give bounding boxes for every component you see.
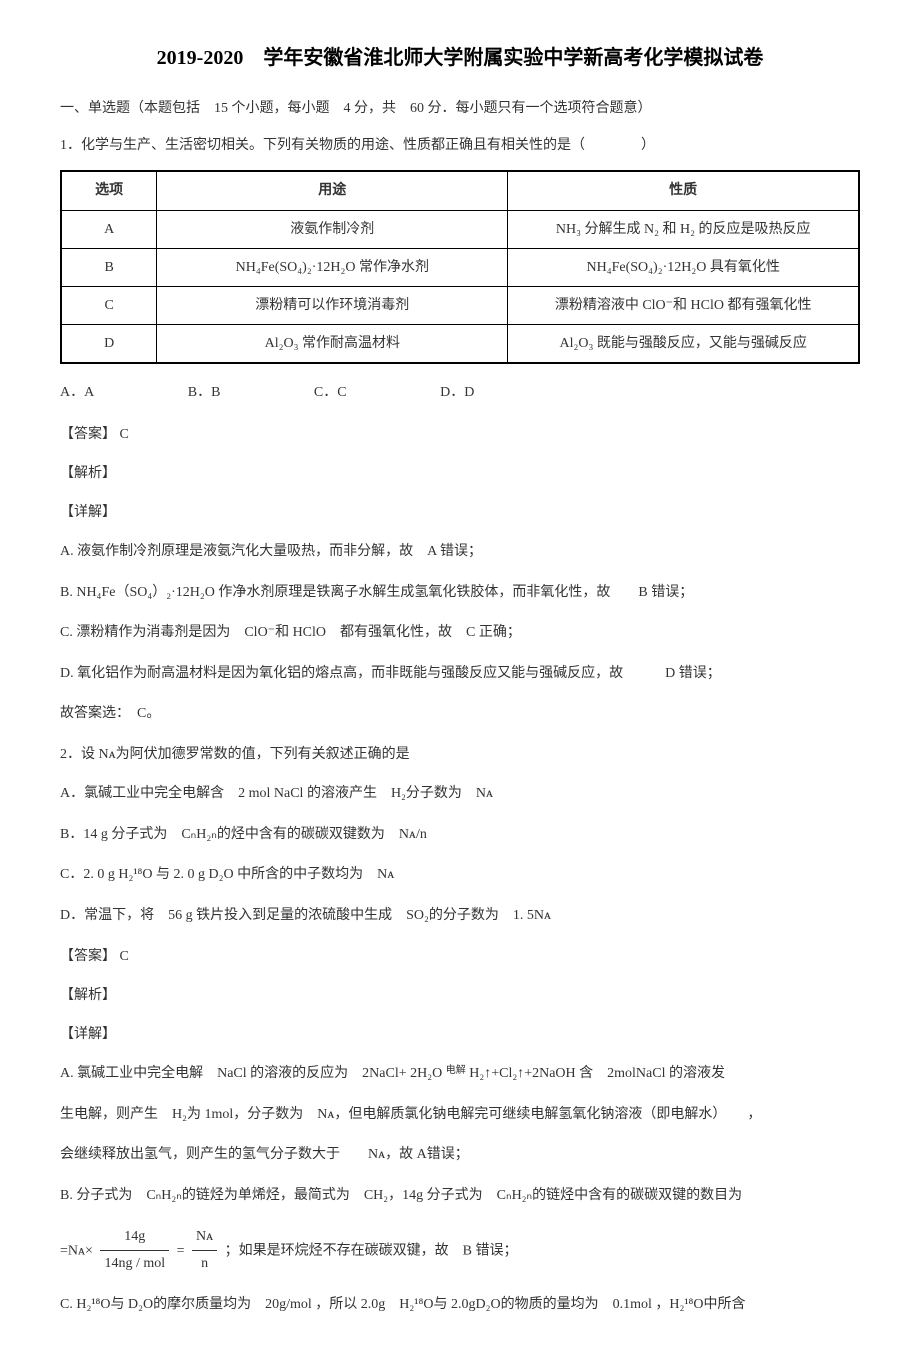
cell: A <box>61 210 157 248</box>
cell: B <box>61 248 157 286</box>
q1-stem: 1．化学与生产、生活密切相关。下列有关物质的用途、性质都正确且有相关性的是（ ） <box>60 133 860 158</box>
detail-b-suffix: ；如果是环烷烃不存在碳碳双键，故 B 错误； <box>225 1243 518 1258</box>
q1-detail-a: A. 液氨作制冷剂原理是液氨汽化大量吸热，而非分解，故 A 错误； <box>60 539 860 566</box>
th-option: 选项 <box>61 171 157 210</box>
q2-analysis: 【解析】 <box>60 983 860 1008</box>
option-c: C．C <box>314 380 347 405</box>
cell: Al₂O₃ 既能与强酸反应，又能与强碱反应 <box>508 325 859 364</box>
q2-option-d: D．常温下，将 56 g 铁片投入到足量的浓硫酸中生成 SO₂的分子数为 1. … <box>60 903 860 930</box>
q2-detail-a-line3: 会继续释放出氢气，则产生的氢气分子数大于 Nᴀ，故 A错误； <box>60 1142 860 1169</box>
cell: NH₄Fe(SO₄)₂·12H₂O 常作净水剂 <box>157 248 508 286</box>
cell: 液氨作制冷剂 <box>157 210 508 248</box>
frac2-num: Nᴀ <box>192 1224 217 1252</box>
table-header-row: 选项 用途 性质 <box>61 171 859 210</box>
q1-detail-d: D. 氧化铝作为耐高温材料是因为氧化铝的熔点高，而非既能与强酸反应又能与强碱反应… <box>60 661 860 688</box>
detail-a-prefix: A. 氯碱工业中完全电解 NaCl 的溶液的反应为 2NaCl+ 2H₂O <box>60 1066 442 1081</box>
q2-stem: 2．设 Nᴀ为阿伏加德罗常数的值，下列有关叙述正确的是 <box>60 742 860 767</box>
table-row: D Al₂O₃ 常作耐高温材料 Al₂O₃ 既能与强酸反应，又能与强碱反应 <box>61 325 859 364</box>
q1-detail-b: B. NH₄Fe（SO₄）₂·12H₂O 作净水剂原理是铁离子水解生成氢氧化铁胶… <box>60 580 860 607</box>
cell: 漂粉精溶液中 ClO⁻和 HClO 都有强氧化性 <box>508 286 859 324</box>
option-b: B．B <box>188 380 221 405</box>
q1-detail-conclusion: 故答案选： C。 <box>60 701 860 728</box>
page-title: 2019-2020 学年安徽省淮北师大学附属实验中学新高考化学模拟试卷 <box>60 40 860 76</box>
q1-table: 选项 用途 性质 A 液氨作制冷剂 NH₃ 分解生成 N₂ 和 H₂ 的反应是吸… <box>60 170 860 364</box>
fraction-1: 14g 14ng / mol <box>100 1224 169 1278</box>
table-row: C 漂粉精可以作环境消毒剂 漂粉精溶液中 ClO⁻和 HClO 都有强氧化性 <box>61 286 859 324</box>
q1-options: A．A B．B C．C D．D <box>60 380 860 405</box>
cell: Al₂O₃ 常作耐高温材料 <box>157 325 508 364</box>
th-use: 用途 <box>157 171 508 210</box>
frac2-den: n <box>192 1251 217 1278</box>
frac1-num: 14g <box>100 1224 169 1252</box>
q2-detail-a-line2: 生电解，则产生 H₂为 1mol，分子数为 Nᴀ，但电解质氯化钠电解完可继续电解… <box>60 1102 860 1129</box>
cell: D <box>61 325 157 364</box>
q2-option-c: C．2. 0 g H₂¹⁸O 与 2. 0 g D₂O 中所含的中子数均为 Nᴀ <box>60 862 860 889</box>
table-row: A 液氨作制冷剂 NH₃ 分解生成 N₂ 和 H₂ 的反应是吸热反应 <box>61 210 859 248</box>
q2-detail-b-line1: B. 分子式为 CₙH₂ₙ的链烃为单烯烃，最简式为 CH₂，14g 分子式为 C… <box>60 1183 860 1210</box>
option-d: D．D <box>440 380 474 405</box>
cell: 漂粉精可以作环境消毒剂 <box>157 286 508 324</box>
frac1-den: 14ng / mol <box>100 1251 169 1278</box>
q2-option-b: B．14 g 分子式为 CₙH₂ₙ的烃中含有的碳碳双键数为 Nᴀ/n <box>60 822 860 849</box>
q2-detail-a-line1: A. 氯碱工业中完全电解 NaCl 的溶液的反应为 2NaCl+ 2H₂O 电解… <box>60 1061 860 1088</box>
q1-detail-c: C. 漂粉精作为消毒剂是因为 ClO⁻和 HClO 都有强氧化性，故 C 正确； <box>60 620 860 647</box>
q2-detail-c: C. H₂¹⁸O与 D₂O的摩尔质量均为 20g/mol ，所以 2.0g H₂… <box>60 1292 860 1319</box>
q2-detail-b-formula: =Nᴀ× 14g 14ng / mol = Nᴀ n ；如果是环烷烃不存在碳碳双… <box>60 1224 860 1278</box>
option-a: A．A <box>60 380 94 405</box>
reaction-condition: 电解 <box>446 1061 466 1080</box>
section-heading: 一、单选题（本题包括 15 个小题，每小题 4 分，共 60 分．每小题只有一个… <box>60 96 860 121</box>
frac-prefix: =Nᴀ× <box>60 1243 93 1258</box>
q1-detail-label: 【详解】 <box>60 500 860 525</box>
q2-option-a: A．氯碱工业中完全电解含 2 mol NaCl 的溶液产生 H₂分子数为 Nᴀ <box>60 781 860 808</box>
cell: C <box>61 286 157 324</box>
fraction-2: Nᴀ n <box>192 1224 217 1278</box>
q2-answer: 【答案】 C <box>60 944 860 969</box>
cell: NH₃ 分解生成 N₂ 和 H₂ 的反应是吸热反应 <box>508 210 859 248</box>
table-row: B NH₄Fe(SO₄)₂·12H₂O 常作净水剂 NH₄Fe(SO₄)₂·12… <box>61 248 859 286</box>
q1-analysis: 【解析】 <box>60 461 860 486</box>
th-property: 性质 <box>508 171 859 210</box>
q2-detail-label: 【详解】 <box>60 1022 860 1047</box>
frac-eq: = <box>177 1243 188 1258</box>
q1-answer: 【答案】 C <box>60 422 860 447</box>
detail-a-suffix: H₂↑+Cl₂↑+2NaOH 含 2molNaCl 的溶液发 <box>469 1066 725 1081</box>
cell: NH₄Fe(SO₄)₂·12H₂O 具有氧化性 <box>508 248 859 286</box>
